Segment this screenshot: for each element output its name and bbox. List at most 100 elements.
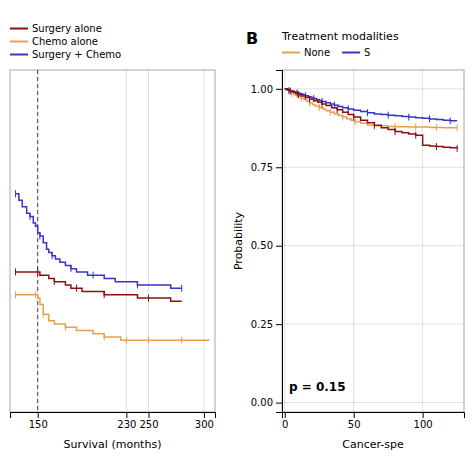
grid-line-x	[203, 70, 204, 412]
x-tick-mark	[126, 412, 127, 418]
censor-mark	[395, 128, 396, 135]
censor-mark	[29, 213, 30, 220]
censor-mark	[408, 114, 409, 121]
panel-label: B	[246, 29, 258, 48]
grid-line-x	[353, 70, 354, 412]
censor-mark	[288, 87, 289, 94]
y-tick-mark	[276, 324, 282, 325]
legend-row: None S	[282, 47, 370, 58]
survival-line	[285, 89, 457, 121]
legend-label: S	[364, 47, 370, 58]
grid	[282, 70, 464, 412]
x-tick-mark	[354, 412, 355, 418]
legend-swatch	[342, 52, 360, 54]
censor-mark	[429, 115, 430, 122]
grid-line-x	[284, 70, 285, 412]
grid-line-y	[282, 324, 464, 325]
y-tick: 0.75	[251, 162, 282, 173]
panel: 0501000.000.250.500.751.00Cancer-speProb…	[232, 29, 465, 451]
censor-mark	[436, 143, 437, 150]
censor-mark	[104, 291, 105, 298]
y-tick-label: 0.75	[251, 162, 273, 173]
x-tick-label: 300	[195, 419, 214, 430]
y-tick-label: 0.25	[251, 319, 273, 330]
censor-mark	[126, 337, 127, 344]
censor-mark	[388, 112, 389, 119]
censor-mark	[337, 106, 338, 113]
censor-mark	[148, 337, 149, 344]
censor-mark	[52, 252, 53, 259]
survival-line	[16, 295, 210, 341]
x-tick: 100	[414, 412, 433, 430]
survival-line	[285, 89, 457, 128]
y-axis-title: Probability	[232, 211, 245, 270]
censor-mark	[181, 285, 182, 292]
censor-mark	[309, 96, 310, 103]
legend-swatch	[10, 41, 28, 43]
annotation: p = 0.15	[289, 380, 346, 394]
censor-mark	[15, 190, 16, 197]
legend-swatch	[10, 54, 28, 56]
y-tick-mark	[276, 403, 282, 404]
x-axis-title: Cancer-spe	[342, 438, 404, 451]
censor-mark	[415, 132, 416, 139]
x-tick-label: 230	[117, 419, 136, 430]
x-tick: 300	[195, 412, 214, 430]
censor-mark	[54, 278, 55, 285]
censor-mark	[415, 124, 416, 131]
censor-mark	[457, 145, 458, 152]
x-tick: 150	[29, 412, 48, 430]
x-axis: 150230250300	[11, 412, 216, 430]
grid-line-y	[282, 402, 464, 403]
plot-area	[16, 70, 210, 412]
legend-label: Chemo alone	[32, 36, 98, 47]
x-axis-title: Survival (months)	[64, 438, 162, 451]
legend-item: S	[342, 47, 370, 58]
x-tick-label: 0	[282, 419, 288, 430]
y-tick-mark	[276, 89, 282, 90]
grid-line-y	[282, 245, 464, 246]
censor-mark	[330, 109, 331, 116]
survival-line	[285, 89, 457, 149]
grid-line-x	[37, 70, 38, 412]
reference-line	[37, 70, 38, 412]
x-tick-mark	[149, 412, 150, 418]
legend-label: None	[304, 47, 330, 58]
censor-mark	[15, 268, 16, 275]
censor-mark	[15, 291, 16, 298]
censor-mark	[374, 122, 375, 129]
legend-item: Surgery + Chemo	[10, 49, 121, 60]
censor-mark	[93, 272, 94, 279]
x-axis: 0 50 100	[282, 412, 464, 430]
y-tick: 0.00	[251, 397, 282, 408]
censor-mark	[148, 295, 149, 302]
x-axis-line	[283, 413, 465, 419]
grid-line-x	[126, 70, 127, 412]
legend-item: None	[282, 47, 330, 58]
grid-line-x	[422, 70, 423, 412]
censor-mark	[76, 285, 77, 292]
grid-line-x	[148, 70, 149, 412]
censor-mark	[298, 91, 299, 98]
x-tick-mark	[204, 412, 205, 418]
censor-mark	[43, 311, 44, 318]
legend-label: Surgery alone	[32, 23, 102, 34]
censor-mark	[137, 281, 138, 288]
x-tick-label: 150	[29, 419, 48, 430]
censor-mark	[37, 268, 38, 275]
y-tick-mark	[276, 167, 282, 168]
y-tick: 0.25	[251, 319, 282, 330]
legend-item: Chemo alone	[10, 36, 98, 47]
panel: 150230250300Survival (months)Surgery alo…	[10, 23, 216, 451]
censor-mark	[436, 124, 437, 131]
x-tick-mark	[38, 412, 39, 418]
y-tick-mark	[276, 246, 282, 247]
x-tick: 230	[117, 412, 136, 430]
grid-line-y	[282, 167, 464, 168]
censor-mark	[457, 124, 458, 131]
censor-mark	[348, 105, 349, 112]
censor-mark	[374, 122, 375, 129]
censor-mark	[181, 337, 182, 344]
x-tick: 50	[348, 412, 361, 430]
legend-title: Treatment modalities	[281, 30, 399, 43]
